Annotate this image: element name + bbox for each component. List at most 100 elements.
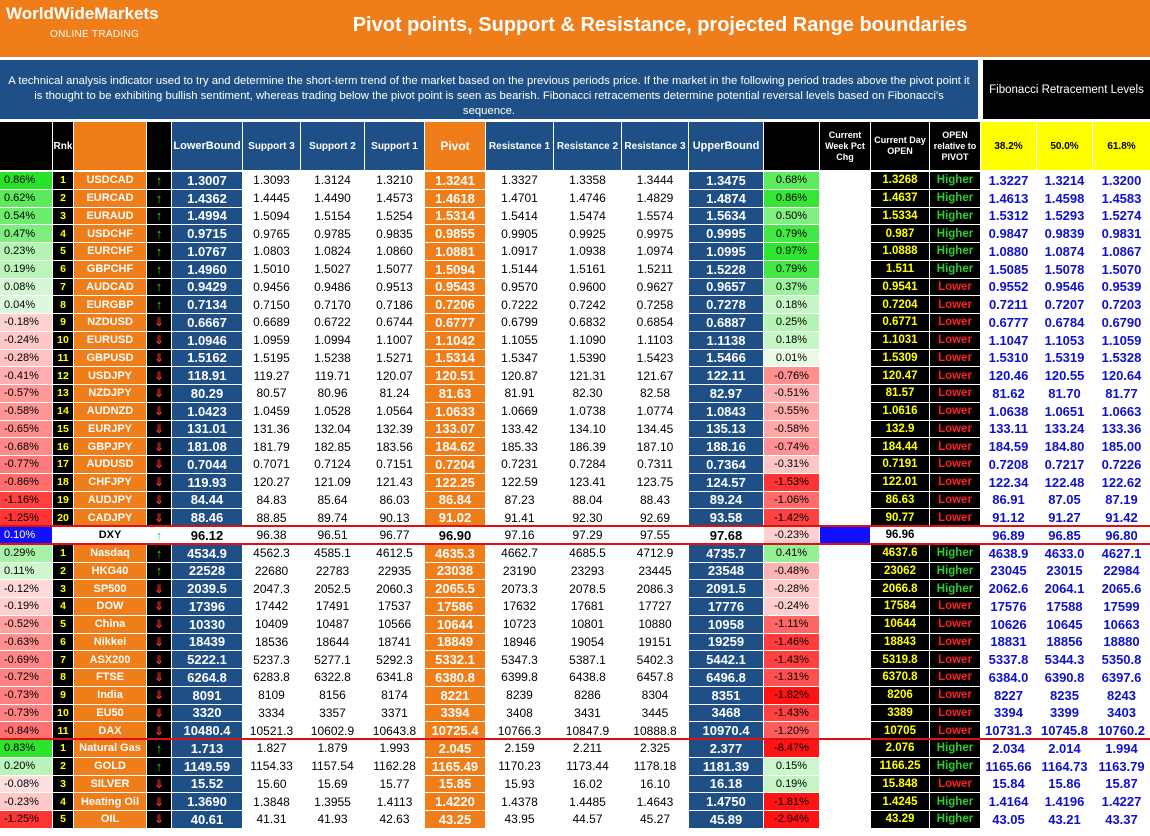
arrow-down-icon: ⇓ [153,457,165,472]
cell-s3: 84.83 [243,491,300,509]
rnk-value: 1 [60,742,66,755]
cell-pct: 0.47% [0,225,52,242]
cell-open: 132.9 [871,420,929,438]
cell-open: 81.57 [871,385,929,402]
open-value: 86.63 [885,493,915,506]
arrow-down-icon: ⇓ [153,652,165,667]
f50-value: 1.5078 [1044,261,1085,277]
d2-value: -1.53% [774,476,809,489]
cell-week [820,438,870,455]
lower-value: 8091 [192,687,222,703]
f38-value: 10626 [990,616,1027,632]
pct-value: -0.77% [4,458,39,471]
cell-arrow: ⇓ [147,633,171,651]
r2-value: 2.211 [572,741,603,756]
cell-lower: 0.7044 [172,456,242,473]
cell-s1: 6341.8 [365,669,424,686]
pct-value: -0.65% [4,422,39,435]
column-header-label: 61.8% [1107,140,1136,152]
cell-s1: 1.5271 [365,349,424,367]
column-header-label: Pivot [440,138,470,153]
cell-open: 1.3268 [871,172,929,189]
cell-lower: 40.61 [172,811,242,828]
upper-value: 17776 [707,598,745,614]
cell-rnk: 19 [53,491,73,509]
column-header-pivot: Pivot [425,122,485,170]
cell-f38: 6384.0 [981,669,1036,686]
cell-s1: 5292.3 [365,651,424,668]
cell-r3: 1.5423 [622,349,688,367]
s1-value: 1.993 [379,741,410,756]
r3-value: 0.7311 [637,457,673,472]
r3-value: 0.9627 [636,279,674,294]
cell-f38: 133.11 [981,420,1036,438]
cell-lower: 1.4994 [172,207,242,225]
cell-s1: 120.07 [365,367,424,384]
cell-rel: Higher [930,544,980,562]
cell-r2: 19054 [554,633,621,651]
cell-r1: 81.91 [486,385,553,402]
cell-lower: 0.9715 [172,225,242,242]
column-header-s2: Support 2 [301,122,364,170]
cell-upper: 1.5466 [689,349,763,367]
cell-rnk: 9 [53,314,73,331]
pct-value: -0.72% [4,671,39,684]
cell-s3: 41.31 [243,811,300,828]
cell-r3: 0.6854 [622,314,688,331]
inst-value: Nikkei [93,635,127,648]
pct-value: -0.63% [4,635,39,648]
cell-d2: -1.46% [764,633,819,651]
cell-week [820,811,870,828]
r3-value: 45.27 [639,812,671,827]
inst-value: AUDJPY [87,493,133,506]
r2-value: 123.41 [569,475,606,490]
column-header-label: Support 3 [248,140,295,152]
cell-d2: -8.47% [764,740,819,757]
column-header-inst [74,122,146,170]
f50-value: 0.9546 [1044,279,1085,295]
cell-r1: 3408 [486,704,553,722]
cell-s2: 1.0824 [301,243,364,260]
cell-upper: 4735.7 [689,544,763,562]
cell-s2: 80.96 [301,385,364,402]
lower-value: 4534.9 [187,545,227,561]
cell-lower: 1.3007 [172,172,242,189]
cell-pivot: 17586 [425,598,485,615]
cell-s1: 42.63 [365,811,424,828]
cell-pct: 0.04% [0,296,52,313]
lower-value: 1.713 [190,740,224,756]
s3-value: 2047.3 [253,581,290,596]
cell-rel: Higher [930,225,980,242]
cell-s3: 2047.3 [243,580,300,597]
upper-value: 0.6887 [706,314,746,330]
cell-s2: 3357 [301,704,364,722]
cell-pivot: 1.0881 [425,243,485,260]
cell-inst: SILVER [74,775,146,793]
arrow-down-icon: ⇓ [153,599,165,614]
f38-value: 1.0638 [988,403,1029,419]
pct-value: -1.25% [4,511,39,524]
s3-value: 1.0959 [253,333,290,348]
cell-r1: 0.6799 [486,314,553,331]
cell-rel: Higher [930,740,980,757]
lower-value: 10480.4 [183,723,231,739]
inst-value: HKG40 [91,564,129,577]
open-value: 0.7191 [882,458,918,471]
cell-f50: 43.21 [1037,811,1092,828]
cell-inst: DOW [74,598,146,615]
cell-r3: 1.5574 [622,207,688,225]
cell-f50: 1.0874 [1037,243,1092,260]
s3-value: 0.6689 [253,315,290,330]
cell-r2: 186.39 [554,438,621,455]
cell-week [820,189,870,207]
cell-f50: 2.014 [1037,740,1092,757]
s1-value: 15.77 [379,776,410,791]
cell-pct: -0.12% [0,580,52,597]
cell-f50: 2064.1 [1037,580,1092,597]
r1-value: 1.0669 [501,404,538,419]
inst-value: DOW [96,600,124,613]
inst-value: EURCAD [86,192,134,205]
inst-value: EURAUD [86,209,134,222]
cell-r3: 17727 [622,598,688,615]
cell-upper: 0.9657 [689,278,763,296]
